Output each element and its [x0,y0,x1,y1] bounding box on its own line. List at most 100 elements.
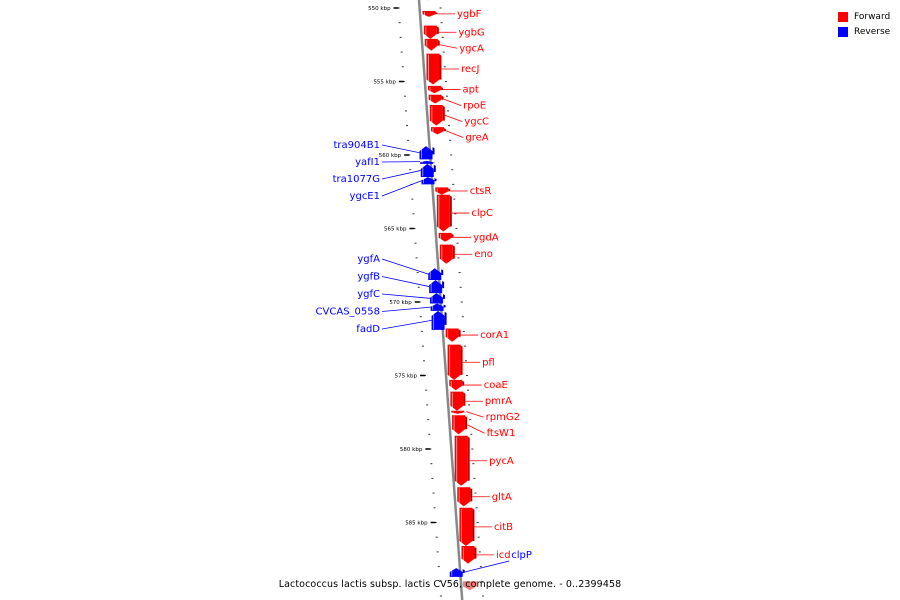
label-leader [381,258,429,275]
tick-label: 565 kbp [384,227,407,233]
gene-shade [440,86,443,90]
gene-label-ygfB: ygfB [357,272,380,283]
gene-label-ygcE1: ygcE1 [350,191,380,202]
gene-shade [442,280,445,289]
tick-label: 585 kbp [405,521,428,527]
gene-corA1 [445,328,459,342]
gene-label-ctsR: ctsR [470,186,492,197]
gene-shade [443,304,446,308]
gene-label-CVCAS_0558: CVCAS_0558 [316,307,380,318]
gene-icd [461,546,475,564]
label-leader [381,276,430,287]
gene-recJ [426,53,440,85]
gene-shade [460,345,463,375]
tick-label: 550 kbp [368,6,391,12]
gene-label-ygcA: ygcA [459,43,484,54]
gene-ygfA [428,268,442,280]
gene-ygcC [429,105,443,126]
gene-ftsW1 [452,415,466,435]
legend-reverse-label: Reverse [854,26,891,37]
gene-shade [441,95,444,100]
gene-eno [439,244,453,264]
label-leader [439,44,458,49]
gene-shade [467,436,470,481]
gene-label-fadD: fadD [356,324,380,335]
gene-pmrA [450,391,464,411]
gene-label-ygfC: ygfC [357,289,380,300]
gene-label-ygbG: ygbG [458,27,484,38]
label-leader [466,411,484,418]
gene-ygfB [429,279,443,294]
gene-shade [458,329,461,337]
gene-label-ftsW1: ftsW1 [487,428,516,439]
gene-shade [435,11,438,15]
gene-shade [470,488,473,502]
gene-yafI1 [420,160,434,164]
gene-ygbF [422,10,436,17]
label-leader [381,293,431,299]
legend: Forward Reverse [838,9,890,39]
gene-shade [451,233,454,238]
gene-tra1077G [420,163,434,178]
legend-reverse: Reverse [838,24,890,39]
gene-fadD [431,310,445,330]
gene-ygcA [424,38,438,51]
tick-label: 570 kbp [389,300,412,306]
gene-shade [462,380,465,386]
tick-label: 560 kbp [379,153,402,159]
gene-label-pycA: pycA [489,456,514,467]
gene-label-ygdA: ygdA [473,232,499,243]
gene-label-icd: icd [496,550,511,561]
reverse-swatch [838,26,848,37]
gene-ygdA [438,232,452,242]
gene-shade [465,416,468,430]
gene-selected [462,581,477,591]
gene-label-clpC: clpC [471,208,493,219]
gene-rpmG2 [451,410,465,414]
gene-pycA [454,435,468,486]
gene-label-eno: eno [474,249,493,260]
gene-shade [441,269,444,275]
gene-shade [433,161,436,163]
gene-rpoE [428,94,442,104]
label-leader [443,98,462,106]
gene-shade [452,245,455,259]
gene-label-coaE: coaE [484,380,508,391]
gene-label-rpmG2: rpmG2 [486,412,520,423]
scale-ticks: 550 kbp 555 kbp 560 kbp 565 kbp 570 kbp 575 k… [368,6,484,597]
gene-label-greA: greA [465,133,488,144]
gene-shade [442,106,445,121]
gene-label-ygfA: ygfA [357,254,380,265]
gene-shade [444,311,447,325]
gene-label-corA1: corA1 [480,330,509,341]
gene-tra904B1 [419,146,433,160]
gene-label-pfl: pfl [482,357,495,368]
gene-shade [474,547,477,559]
gene-shade [442,294,445,299]
gene-shade [443,128,446,132]
gene-gltA [457,487,471,507]
gene-track [419,10,477,577]
gene-shade [434,178,437,182]
gene-label-citB: citB [494,522,513,533]
gene-label-clpP: clpP [511,550,532,561]
gene-shade [463,392,466,406]
tick-label: 555 kbp [373,80,396,86]
gene-label-yafI1: yafI1 [355,157,380,168]
gene-ygbG [423,25,437,39]
genome-caption: Lactococcus lactis subsp. lactis CV56, c… [278,579,622,590]
gene-shade [437,39,440,46]
gene-shade [472,508,475,542]
gene-label-tra1077G: tra1077G [333,174,380,185]
gene-label-rpoE: rpoE [463,101,486,112]
label-leader [445,130,464,138]
gene-shade [449,195,452,227]
extra-features [426,0,477,591]
label-leader [444,114,463,122]
gene-shade [439,54,442,80]
gene-shade [433,164,436,173]
gene-greA [430,127,444,135]
gene-ctsR [435,187,449,195]
label-leader [462,560,510,573]
